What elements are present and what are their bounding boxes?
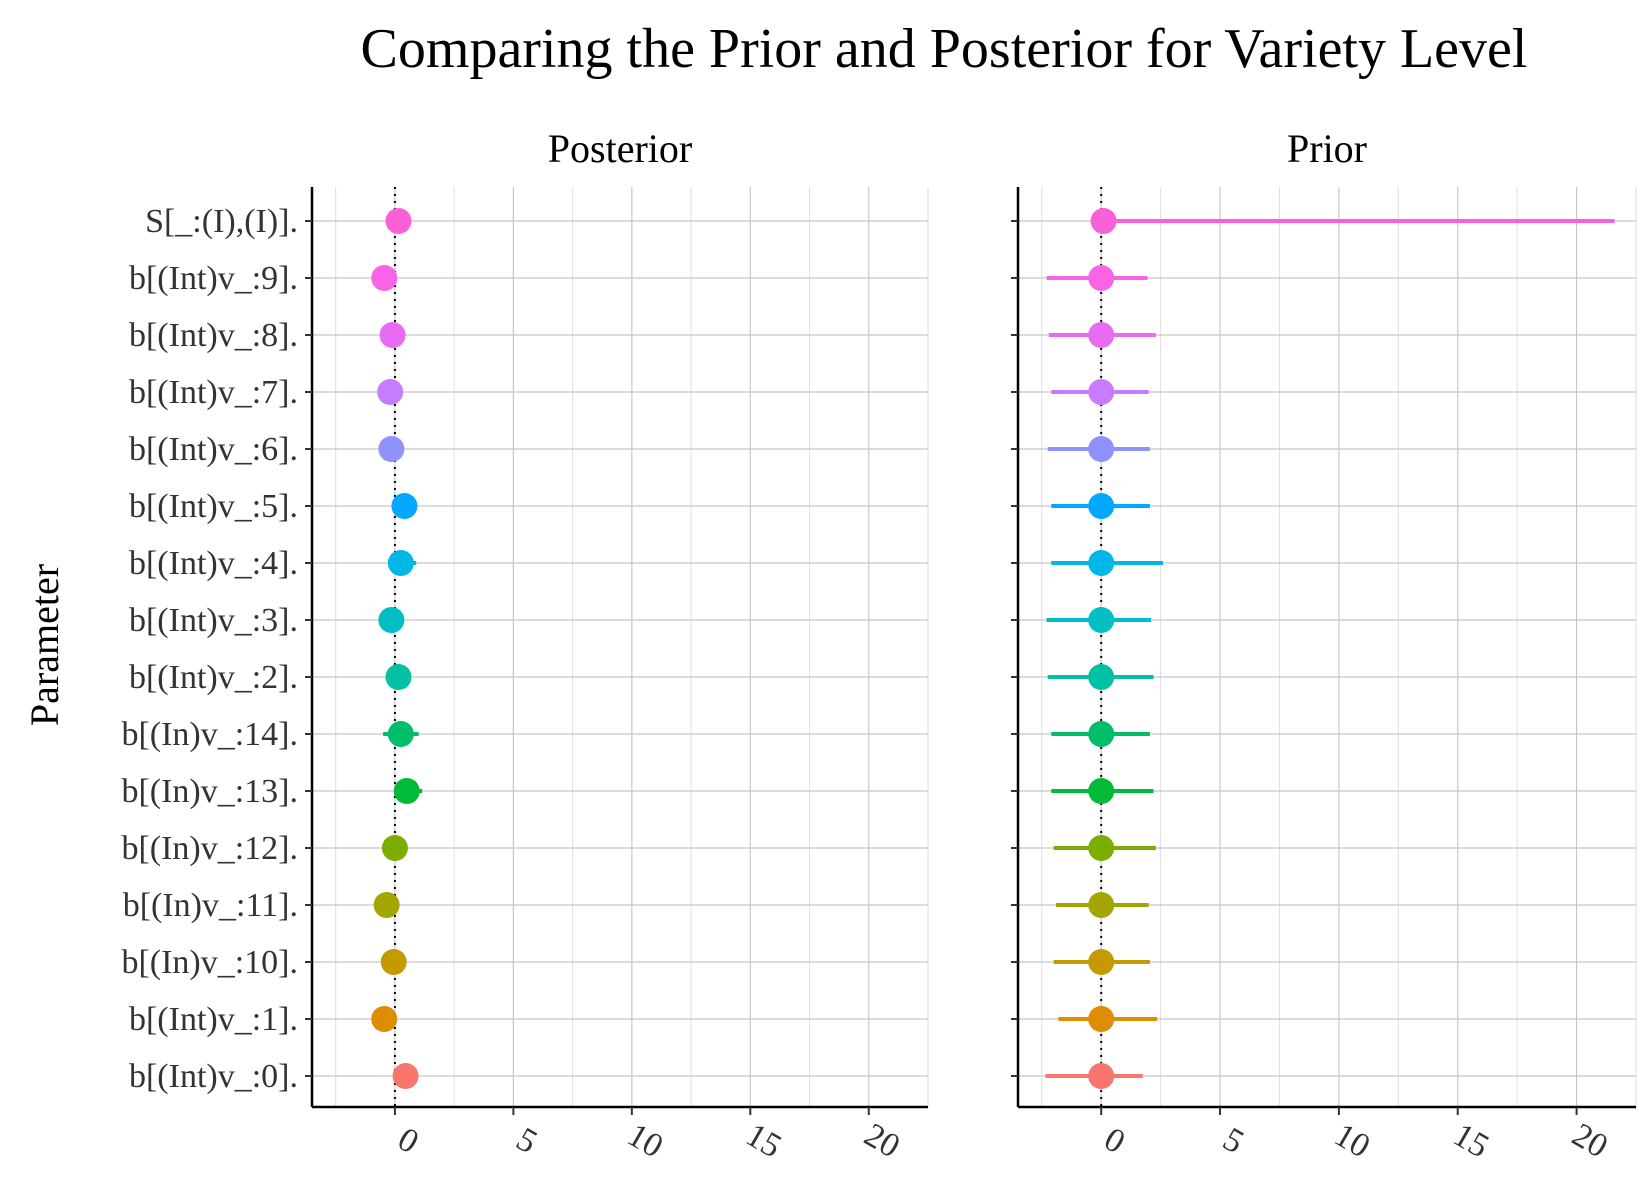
point-posterior-9	[387, 721, 414, 747]
panels: Posterior 0 5 10 15 20 Prior 0 5 10 15 20	[305, 126, 1637, 1165]
y-tick-label-13: b[(In)v_:10].	[121, 944, 298, 981]
y-tick-label-8: b[(Int)v_:2].	[129, 659, 298, 696]
y-tick-label-10: b[(In)v_:13].	[121, 773, 298, 810]
point-posterior-1	[371, 265, 398, 291]
point-posterior-0	[385, 208, 412, 234]
y-tick-label-11: b[(In)v_:12].	[121, 830, 298, 867]
x-tick-label: 20	[858, 1116, 906, 1165]
point-prior-2	[1088, 322, 1115, 348]
point-prior-8	[1088, 664, 1115, 690]
point-prior-14	[1088, 1006, 1115, 1032]
y-tick-label-7: b[(Int)v_:3].	[129, 602, 298, 639]
chart-title: Comparing the Prior and Posterior for Va…	[361, 18, 1528, 80]
point-prior-9	[1088, 721, 1115, 747]
y-tick-label-4: b[(Int)v_:6].	[129, 431, 298, 468]
y-tick-label-2: b[(Int)v_:8].	[129, 317, 298, 354]
point-posterior-15	[392, 1063, 419, 1089]
y-axis-title: Parameter	[22, 564, 67, 726]
panel-title-prior: Prior	[1287, 126, 1367, 171]
point-prior-1	[1088, 265, 1115, 291]
y-tick-label-0: S[_:(I),(I)].	[145, 203, 298, 240]
y-tick-label-1: b[(Int)v_:9].	[129, 260, 298, 297]
point-posterior-13	[380, 949, 407, 975]
x-tick-label: 0	[392, 1121, 425, 1162]
x-tick-label: 5	[1217, 1121, 1250, 1162]
x-tick-label: 15	[1447, 1116, 1495, 1165]
point-prior-13	[1088, 949, 1115, 975]
y-tick-label-6: b[(Int)v_:4].	[129, 545, 298, 582]
y-tick-label-3: b[(Int)v_:7].	[129, 374, 298, 411]
point-posterior-10	[393, 778, 420, 804]
x-tick-label: 0	[1098, 1121, 1131, 1162]
y-tick-label-15: b[(Int)v_:0].	[129, 1058, 298, 1095]
point-prior-15	[1088, 1063, 1115, 1089]
point-posterior-4	[378, 436, 405, 462]
point-prior-11	[1088, 835, 1115, 861]
point-posterior-5	[391, 493, 418, 519]
point-posterior-12	[373, 892, 400, 918]
x-tick-label: 10	[1328, 1116, 1376, 1165]
y-tick-label-14: b[(Int)v_:1].	[129, 1001, 298, 1038]
x-tick-label: 15	[740, 1116, 788, 1165]
point-posterior-14	[371, 1006, 398, 1032]
category-labels: S[_:(I),(I)]. b[(Int)v_:9]. b[(Int)v_:8].b…	[121, 203, 298, 1095]
point-posterior-6	[387, 550, 414, 576]
y-tick-label-9: b[(In)v_:14].	[121, 716, 298, 753]
x-tick-label: 20	[1566, 1116, 1614, 1165]
point-prior-7	[1088, 607, 1115, 633]
point-posterior-7	[378, 607, 405, 633]
point-prior-12	[1088, 892, 1115, 918]
point-prior-10	[1088, 778, 1115, 804]
panel-prior: Prior 0 5 10 15 20	[1011, 126, 1637, 1165]
y-tick-label-12: b[(In)v_:11].	[123, 887, 298, 924]
point-posterior-11	[381, 835, 408, 861]
point-posterior-2	[379, 322, 406, 348]
point-prior-4	[1088, 436, 1115, 462]
x-tick-label: 10	[621, 1116, 669, 1165]
point-prior-5	[1088, 493, 1115, 519]
point-prior-3	[1088, 379, 1115, 405]
y-tick-label-5: b[(Int)v_:5].	[129, 488, 298, 525]
panel-posterior: Posterior 0 5 10 15 20	[305, 126, 929, 1165]
panel-title-posterior: Posterior	[548, 126, 692, 171]
point-prior-6	[1088, 550, 1115, 576]
x-tick-label: 5	[510, 1121, 543, 1162]
point-posterior-8	[385, 664, 412, 690]
point-posterior-3	[377, 379, 404, 405]
point-prior-0	[1090, 208, 1117, 234]
